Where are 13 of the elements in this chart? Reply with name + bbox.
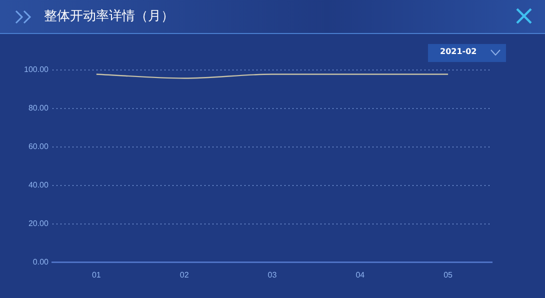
- y-tick-label: 80.00: [28, 104, 50, 113]
- x-tick-label: 02: [180, 270, 190, 280]
- y-tick-label: 100.00: [24, 65, 50, 74]
- x-tick-label: 05: [444, 270, 454, 280]
- x-tick-label: 01: [92, 270, 102, 280]
- chart-title: 整体开动率详情（月）: [44, 8, 174, 25]
- y-tick-label: 60.00: [28, 142, 50, 152]
- y-tick-label: 0.00: [32, 258, 50, 267]
- x-tick-label: 03: [268, 270, 278, 280]
- text: 2021-02: [440, 47, 477, 56]
- y-tick-label: 40.00: [28, 180, 50, 190]
- y-tick-label: 20.00: [28, 219, 50, 228]
- x-tick-label: 04: [356, 270, 366, 280]
